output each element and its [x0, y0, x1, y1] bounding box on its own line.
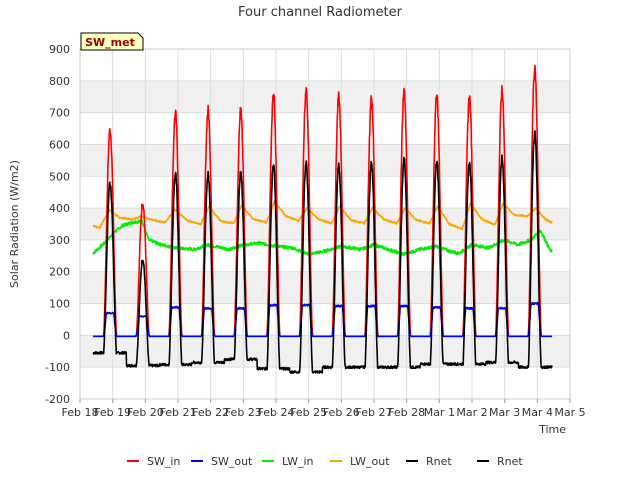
y-axis-label: Solar Radiation (W/m2): [8, 160, 21, 288]
plot-band: [80, 80, 570, 113]
y-tick-label: -200: [45, 393, 70, 406]
y-tick-label: 400: [49, 202, 70, 215]
x-axis-label: Time: [538, 423, 566, 436]
plot-frame: [79, 48, 571, 400]
legend: SW_in SW_out LW_in LW_out Rnet Rnet: [127, 455, 523, 468]
series-line-lw-out: [92, 200, 553, 231]
plot-band: [80, 208, 570, 240]
badge-shape: [80, 32, 144, 51]
x-tick-label: Feb 28: [388, 406, 425, 419]
chart-title: Four channel Radiometer: [238, 5, 403, 20]
x-tick-label: Feb 19: [94, 406, 131, 419]
series-line-rnet: [92, 130, 553, 374]
plot-band: [80, 144, 570, 177]
legend-label: Rnet: [426, 455, 452, 468]
x-tick-label: Mar 1: [424, 406, 455, 419]
x-tick-label: Mar 3: [489, 406, 520, 419]
x-tick-label: Feb 21: [160, 406, 197, 419]
legend-label: SW_in: [147, 455, 180, 468]
x-tick-label: Mar 5: [554, 406, 585, 419]
plot-band: [80, 271, 570, 304]
y-tick-label: 100: [49, 298, 70, 311]
legend-label: Rnet: [497, 455, 523, 468]
plot-bands: [80, 80, 570, 368]
x-tick-label: Feb 26: [323, 406, 360, 419]
x-tick-label: Feb 22: [192, 406, 229, 419]
y-tick-label: 300: [49, 234, 70, 247]
series-layer: [92, 64, 553, 374]
x-tick-label: Feb 20: [127, 406, 164, 419]
x-tick-label: Feb 24: [258, 406, 295, 419]
y-tick-label: 600: [49, 138, 70, 151]
x-tick-label: Feb 25: [290, 406, 327, 419]
legend-label: LW_out: [350, 455, 390, 468]
y-tick-label: -100: [45, 361, 70, 374]
sw-met-badge: SW_met: [80, 32, 144, 51]
x-tick-label: Feb 18: [62, 406, 99, 419]
x-tick-label: Mar 4: [522, 406, 553, 419]
y-tick-label: 500: [49, 170, 70, 183]
legend-label: LW_in: [282, 455, 314, 468]
y-tick-label: 900: [49, 43, 70, 56]
y-tick-label: 0: [63, 329, 70, 342]
x-tick-label: Mar 2: [456, 406, 487, 419]
x-tick-label: Feb 23: [225, 406, 262, 419]
y-tick-label: 200: [49, 266, 70, 279]
y-tick-label: 800: [49, 75, 70, 88]
x-tick-label: Feb 27: [356, 406, 393, 419]
y-tick-label: 700: [49, 107, 70, 120]
series-line-lw-in: [92, 218, 553, 257]
badge-label: SW_met: [85, 36, 135, 49]
legend-label: SW_out: [211, 455, 253, 468]
y-axis: -200 -100 0 100 200 300 400 500 600 700 800 900: [45, 43, 70, 406]
